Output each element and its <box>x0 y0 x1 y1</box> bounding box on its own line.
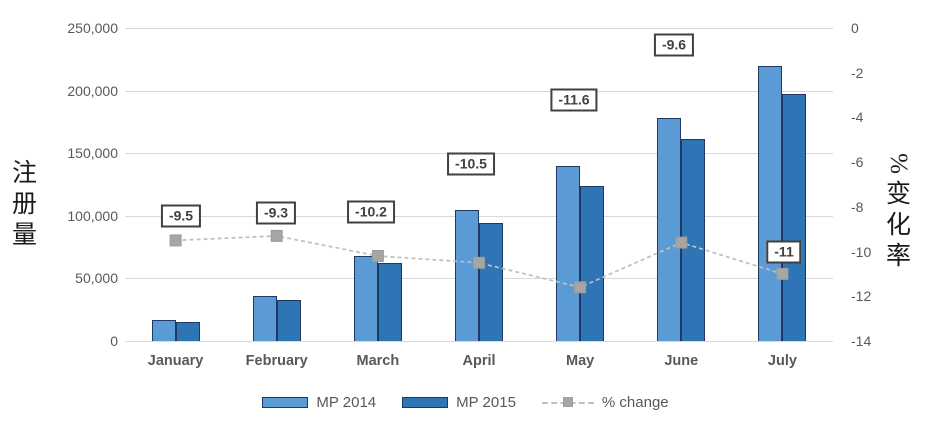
legend-item-mp-2015: MP 2015 <box>402 394 516 411</box>
bar-mp2015 <box>175 321 200 341</box>
pct-change-label: -9.6 <box>653 33 695 57</box>
legend-item--change: % change <box>541 393 669 411</box>
x-axis-label-april: April <box>462 353 496 369</box>
axis-title-char: % <box>885 153 913 174</box>
bar-mp2014 <box>252 295 277 341</box>
x-axis-label-july: July <box>767 353 797 369</box>
bar-mp2014 <box>758 65 783 341</box>
gridline <box>125 90 833 92</box>
bar-mp2015 <box>377 263 402 341</box>
bar-mp2015 <box>479 223 503 341</box>
axis-title-char: 变 <box>886 181 912 208</box>
left-axis-tick: 200,000 <box>67 82 118 99</box>
pct-change-marker <box>776 267 789 280</box>
bar-mp2015 <box>580 185 605 341</box>
legend-label: MP 2015 <box>456 393 516 411</box>
pct-change-label: -10.2 <box>347 200 395 224</box>
pct-change-marker <box>371 250 384 262</box>
pct-change-marker <box>574 281 587 294</box>
pct-change-marker <box>270 229 283 242</box>
right-axis-tick: -8 <box>851 198 864 215</box>
right-axis-title: % 变化率 <box>885 148 913 272</box>
legend-swatch-pct-change-icon <box>541 397 594 408</box>
legend-label: MP 2014 <box>316 393 377 411</box>
axis-title-char: 册 <box>12 191 38 218</box>
pct-change-label: -11 <box>766 240 802 264</box>
left-axis-title: 注册量 <box>12 158 37 251</box>
legend-swatch-bar-dark-icon <box>402 396 449 408</box>
bar-mp2014 <box>455 209 479 341</box>
legend-marker-icon <box>562 397 573 407</box>
right-axis-tick: -2 <box>851 64 864 81</box>
x-axis-label-january: January <box>147 353 204 369</box>
pct-change-label: -9.3 <box>255 201 297 225</box>
pct-change-marker <box>473 256 485 269</box>
bar-mp2015 <box>276 299 301 341</box>
gridline <box>125 215 833 217</box>
legend-swatch-bar-light-icon <box>262 396 309 408</box>
right-axis-tick: -12 <box>851 288 872 305</box>
bar-mp2014 <box>151 319 176 341</box>
legend-label: % change <box>601 393 669 411</box>
pct-change-label: -9.5 <box>160 204 202 228</box>
x-axis-label-may: May <box>566 353 595 369</box>
bar-mp2014 <box>556 165 581 341</box>
pct-change-marker <box>169 234 182 247</box>
pct-change-label: -10.5 <box>447 152 495 176</box>
right-axis-tick: -10 <box>851 243 872 260</box>
bar-mp2014 <box>353 255 378 341</box>
right-axis-tick: -14 <box>851 333 872 349</box>
axis-title-char: 注 <box>12 160 38 187</box>
pct-change-label: -11.6 <box>550 88 598 112</box>
left-axis-tick: 50,000 <box>75 270 118 287</box>
axis-title-char: 化 <box>886 212 912 239</box>
bar-mp2014 <box>657 118 682 341</box>
pct-change-line <box>169 229 789 294</box>
gridline <box>125 341 833 342</box>
axis-title-char: 率 <box>886 243 912 270</box>
gridline <box>125 28 833 29</box>
right-axis-tick: -4 <box>851 109 864 126</box>
left-axis-tick: 100,000 <box>67 207 118 224</box>
pct-change-marker <box>675 236 688 249</box>
chart-legend: MP 2014 MP 2015 % change <box>0 390 931 414</box>
left-axis-tick: 0 <box>110 333 118 349</box>
left-axis-tick: 250,000 <box>67 20 118 36</box>
right-axis-tick: -6 <box>851 154 864 171</box>
x-axis-label-june: June <box>664 353 699 369</box>
left-axis-tick: 150,000 <box>67 145 118 162</box>
bar-mp2015 <box>782 94 807 341</box>
x-axis-label-march: March <box>356 353 400 369</box>
legend-item-mp-2014: MP 2014 <box>262 394 376 411</box>
right-axis-tick: 0 <box>851 20 859 36</box>
axis-title-char: 量 <box>12 222 38 249</box>
x-axis-label-february: February <box>245 353 308 369</box>
